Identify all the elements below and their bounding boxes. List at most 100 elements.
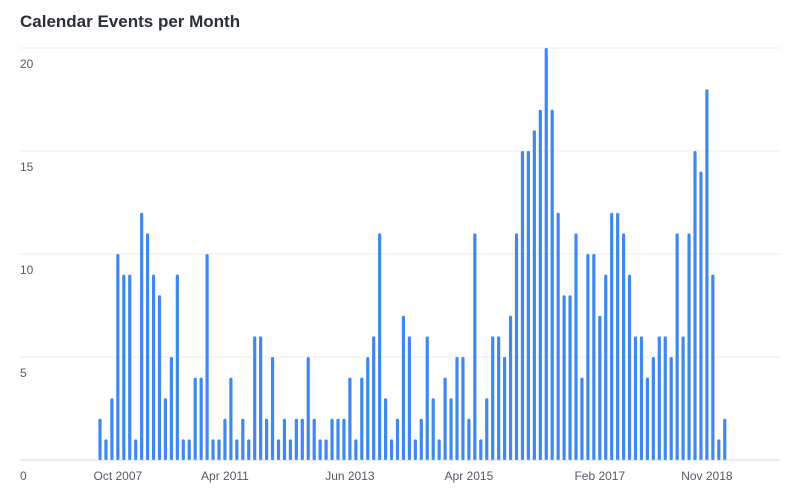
bar <box>324 439 328 460</box>
bar <box>342 418 346 460</box>
bar <box>181 439 185 460</box>
bar <box>633 336 638 460</box>
bar <box>330 418 334 460</box>
x-tick-label: Oct 2007 <box>93 469 142 483</box>
bar <box>140 212 144 460</box>
bar <box>389 439 394 460</box>
bar <box>282 418 287 460</box>
bar <box>98 418 102 460</box>
bar <box>401 315 406 460</box>
bar <box>229 377 233 460</box>
bar <box>431 398 435 460</box>
bar <box>175 274 179 460</box>
bar <box>705 89 709 460</box>
bar <box>514 233 519 460</box>
bar <box>526 151 530 460</box>
x-tick-label: Nov 2018 <box>681 469 733 483</box>
bar <box>699 171 703 460</box>
y-tick-label: 15 <box>20 160 34 174</box>
bar <box>467 418 471 460</box>
bar <box>651 357 655 460</box>
x-tick-label: Apr 2015 <box>445 469 494 483</box>
bar <box>574 233 578 460</box>
bar <box>687 233 691 460</box>
bar <box>532 130 536 460</box>
bar <box>592 254 596 460</box>
bar <box>586 254 590 460</box>
bar <box>294 418 298 460</box>
bar <box>485 398 489 460</box>
bar <box>128 274 132 460</box>
bar <box>645 377 649 460</box>
bar <box>693 151 697 460</box>
bar <box>265 418 269 460</box>
bar <box>134 439 138 460</box>
bar <box>675 233 679 460</box>
bar <box>455 357 459 460</box>
bar <box>663 336 667 460</box>
bar <box>288 439 292 460</box>
bar <box>306 357 310 460</box>
bar <box>407 336 411 460</box>
bar <box>627 274 632 460</box>
bar <box>205 254 209 460</box>
bar <box>336 418 340 460</box>
bar <box>622 233 626 460</box>
bar <box>717 439 721 460</box>
bar <box>300 418 304 460</box>
bar <box>110 398 114 460</box>
bar <box>520 151 525 460</box>
bar <box>199 377 203 460</box>
bar <box>639 336 644 460</box>
bar <box>253 336 257 460</box>
bar <box>276 439 281 460</box>
x-tick-label: Apr 2011 <box>201 469 249 483</box>
bar <box>241 418 245 460</box>
y-tick-label: 0 <box>20 469 27 483</box>
bar <box>151 274 156 460</box>
bar <box>419 418 423 460</box>
bar <box>562 295 566 460</box>
bar <box>169 357 173 460</box>
bar <box>538 109 542 461</box>
bar <box>723 418 727 460</box>
bar <box>413 439 417 460</box>
bar <box>681 336 685 460</box>
bar <box>366 357 370 460</box>
bar <box>348 377 352 460</box>
bar <box>550 109 554 461</box>
bar <box>610 212 614 460</box>
bar <box>223 418 227 460</box>
bar <box>259 336 263 460</box>
bar <box>669 357 673 460</box>
bar <box>318 439 322 460</box>
bar <box>270 357 275 460</box>
bar <box>217 439 221 460</box>
bar <box>616 212 620 460</box>
bar <box>360 377 364 460</box>
bar <box>163 398 168 460</box>
bar <box>598 315 602 460</box>
bar <box>395 418 400 460</box>
bar <box>604 274 608 460</box>
bar <box>384 398 388 460</box>
bar <box>580 377 584 460</box>
bar <box>497 336 501 460</box>
bar <box>491 336 495 460</box>
bar <box>449 398 453 460</box>
bar <box>508 315 513 460</box>
bar <box>711 274 715 460</box>
bar <box>146 233 150 460</box>
bar <box>187 439 191 460</box>
bar <box>378 233 382 460</box>
bar <box>247 439 251 460</box>
y-tick-label: 20 <box>20 57 34 71</box>
bar <box>568 295 572 460</box>
bar <box>122 274 126 460</box>
bar <box>116 254 120 460</box>
bar <box>437 439 441 460</box>
bar <box>193 377 197 460</box>
label-layer: 0 5 10 15 20 Oct 2007 Apr 2011 Jun 2013 Apr 2015… <box>20 57 733 483</box>
bar-layer <box>98 48 727 461</box>
